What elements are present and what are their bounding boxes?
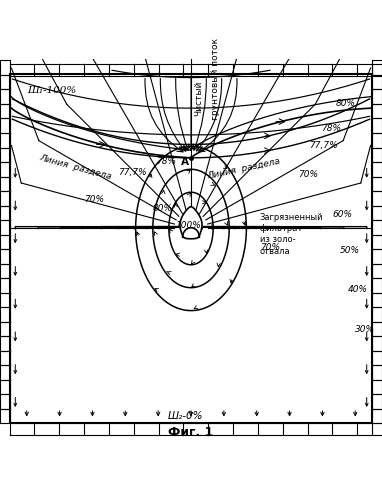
Text: Линия  раздела: Линия раздела <box>206 157 281 181</box>
Text: 40%: 40% <box>348 284 367 293</box>
Text: Чистый: Чистый <box>194 80 203 116</box>
Text: 50%: 50% <box>340 247 360 255</box>
Text: A: A <box>181 157 189 167</box>
Text: 70%: 70% <box>260 243 280 251</box>
Text: 70%: 70% <box>298 170 318 179</box>
Text: 60%: 60% <box>332 210 352 219</box>
Text: 80%: 80% <box>336 99 356 108</box>
Text: Фиг. 1: Фиг. 1 <box>168 426 214 439</box>
Text: Ш₁-100%: Ш₁-100% <box>27 86 76 95</box>
Text: 30%: 30% <box>355 325 375 334</box>
Text: грунтовый поток: грунтовый поток <box>211 38 220 120</box>
Text: 77,7%: 77,7% <box>309 141 338 150</box>
Text: Загрязненный
фильтрат
из золо-
отвала: Загрязненный фильтрат из золо- отвала <box>260 213 323 255</box>
Text: 77,7%: 77,7% <box>118 168 147 177</box>
Text: 80%: 80% <box>153 204 173 213</box>
Text: Ш₂-0%: Ш₂-0% <box>168 412 204 422</box>
Polygon shape <box>180 207 202 239</box>
Text: 78%: 78% <box>157 157 176 166</box>
Text: 100%: 100% <box>176 222 201 231</box>
Text: 78%: 78% <box>321 124 341 133</box>
Text: Линия  раздела: Линия раздела <box>38 153 112 181</box>
Text: 70%: 70% <box>84 195 104 204</box>
